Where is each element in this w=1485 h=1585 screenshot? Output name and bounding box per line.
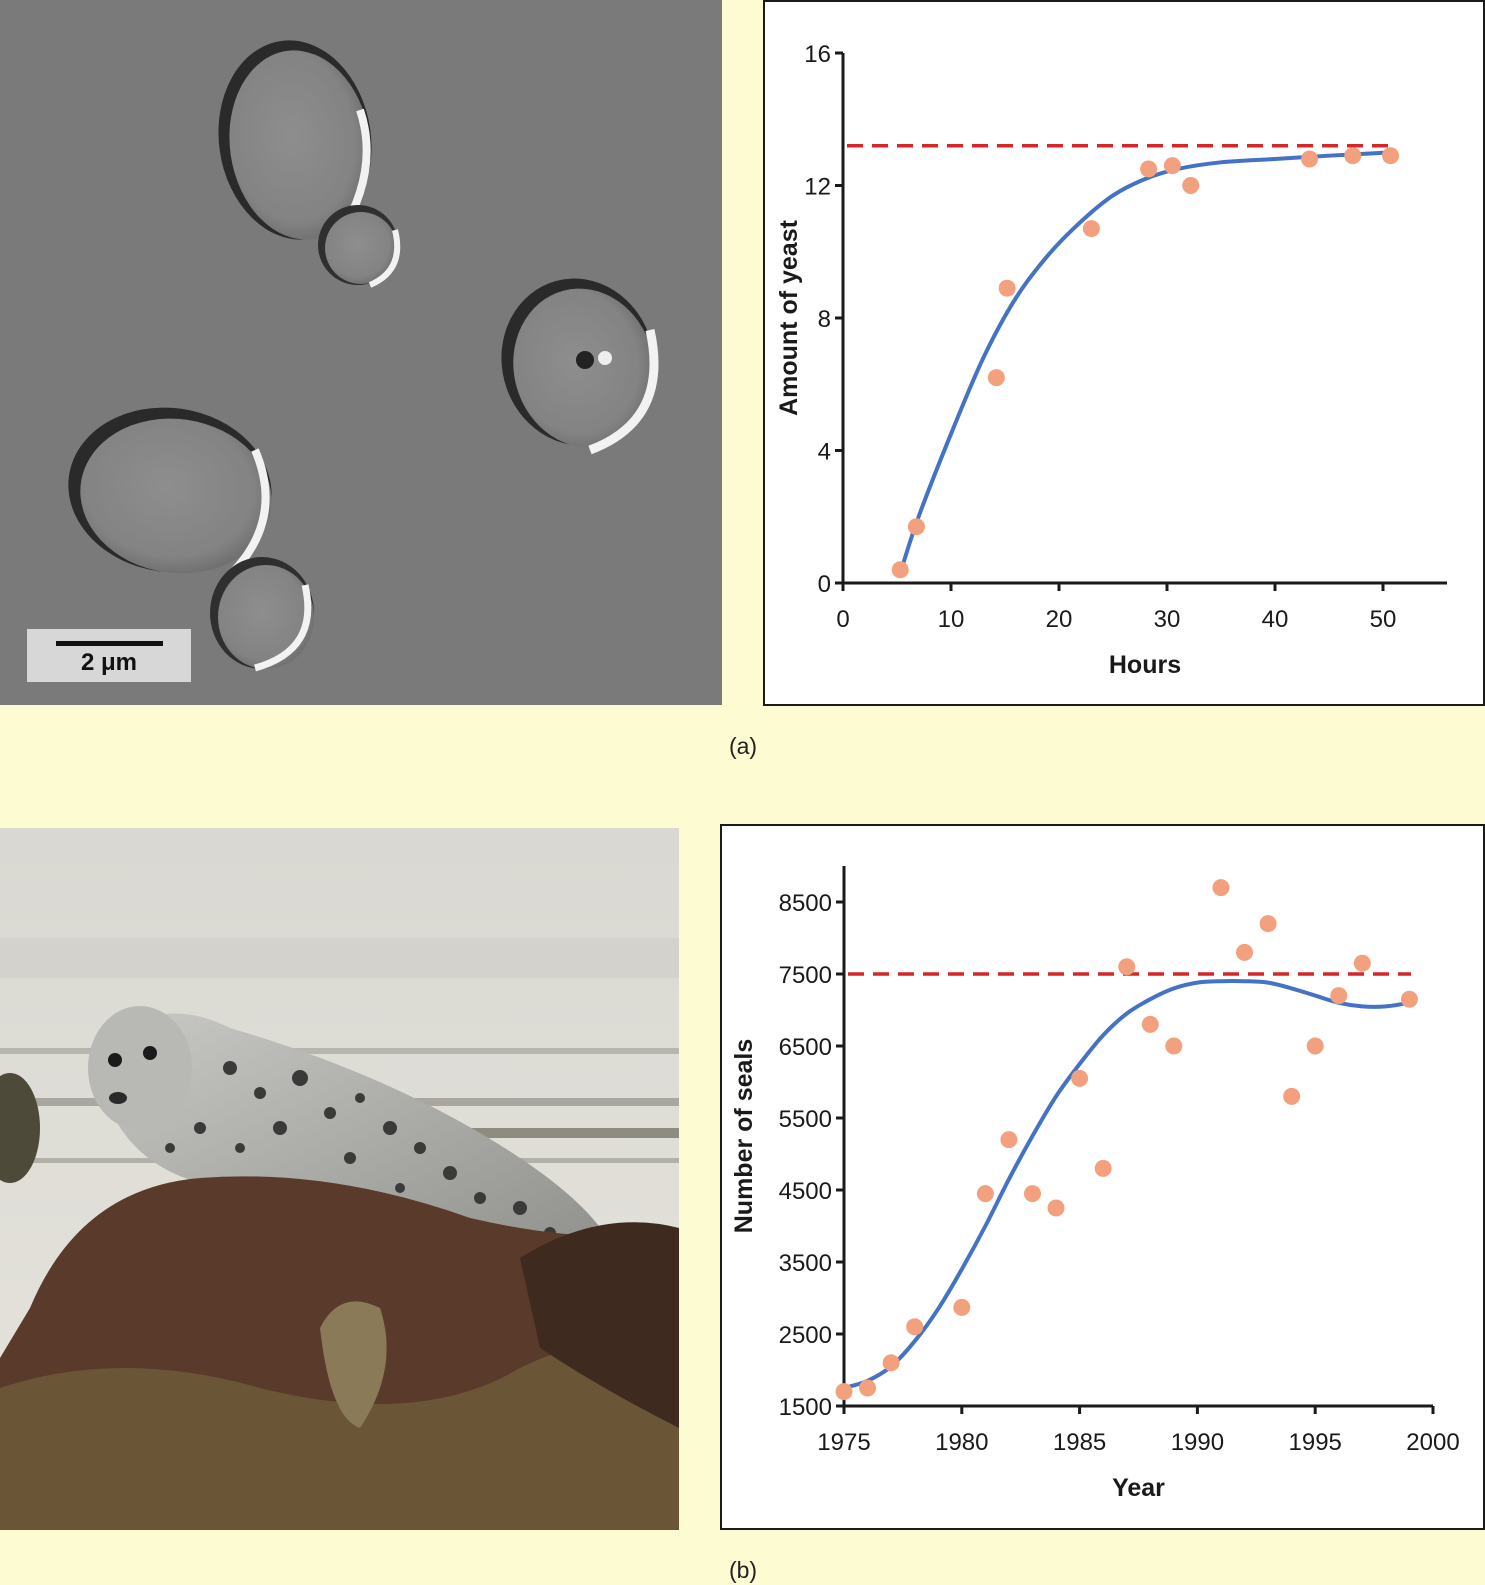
data-point (906, 1318, 924, 1336)
x-tick-label: 0 (836, 606, 849, 633)
data-point (1301, 150, 1319, 168)
yeast-growth-chart: 0 10 20 30 40 50 0 4 8 12 16 Hours Amount of yeast (763, 0, 1485, 706)
y-tick-label: 5500 (779, 1106, 832, 1133)
data-point (1163, 157, 1181, 175)
data-point (1165, 1037, 1183, 1055)
y-tick-label: 8 (818, 306, 831, 333)
seal-chart-svg: 1975 1980 1985 1990 1995 2000 1500 2500 3500 4500… (730, 866, 1460, 1502)
y-axis-label: Amount of yeast (775, 219, 803, 416)
data-point (998, 279, 1016, 297)
growth-curve (898, 150, 1391, 574)
x-tick-label: 1980 (935, 1429, 988, 1456)
data-point (1283, 1087, 1301, 1105)
data-point (1382, 147, 1400, 165)
data-point (859, 1379, 877, 1397)
data-point (1212, 879, 1230, 897)
data-point (1353, 954, 1371, 972)
harbor-seal-photo (0, 828, 679, 1530)
data-point (1141, 1015, 1159, 1033)
x-tick-label: 10 (938, 606, 965, 633)
data-point (835, 1383, 853, 1401)
data-point (1047, 1199, 1065, 1217)
x-axis-label: Hours (1109, 651, 1181, 679)
seal-population-chart: 1975 1980 1985 1990 1995 2000 1500 2500 3500 4500… (720, 824, 1485, 1530)
data-point (1140, 160, 1158, 178)
data-point (1000, 1131, 1018, 1149)
x-tick-label: 20 (1046, 606, 1073, 633)
y-axis-label: Number of seals (730, 1039, 758, 1234)
data-point (1330, 987, 1348, 1005)
data-point (953, 1298, 971, 1316)
data-point (1071, 1069, 1089, 1087)
y-tick-label: 7500 (779, 962, 832, 989)
y-tick-label: 4500 (779, 1178, 832, 1205)
data-point (1400, 990, 1418, 1008)
yeast-chart-svg: 0 10 20 30 40 50 0 4 8 12 16 Hours Amount of yeast (775, 41, 1447, 679)
data-point (976, 1185, 994, 1203)
scale-bar-line (56, 641, 163, 646)
data-point (907, 518, 925, 536)
data-point (1118, 958, 1136, 976)
data-point (1082, 220, 1100, 238)
y-tick-label: 2500 (779, 1322, 832, 1349)
data-point (1306, 1037, 1324, 1055)
y-tick-label: 3500 (779, 1250, 832, 1277)
data-point (1344, 147, 1362, 165)
y-tick-label: 4 (818, 439, 831, 466)
y-tick-label: 6500 (779, 1034, 832, 1061)
y-tick-label: 12 (804, 174, 831, 201)
x-tick-label: 1990 (1171, 1429, 1224, 1456)
data-point (1094, 1159, 1112, 1177)
data-point (882, 1354, 900, 1372)
panel-b-caption: (b) (728, 1557, 758, 1583)
y-tick-label: 1500 (779, 1394, 832, 1421)
y-tick-label: 0 (818, 571, 831, 598)
y-tick-label: 16 (804, 41, 831, 68)
panel-a-caption: (a) (728, 733, 758, 759)
x-tick-label: 30 (1154, 606, 1181, 633)
x-tick-label: 2000 (1406, 1429, 1459, 1456)
yeast-micrograph: 2 μm (0, 0, 722, 705)
growth-curve (843, 979, 1410, 1390)
data-point (1023, 1185, 1041, 1203)
x-tick-label: 1975 (817, 1429, 870, 1456)
x-tick-label: 1995 (1289, 1429, 1342, 1456)
data-point (1259, 915, 1277, 933)
data-point (1182, 177, 1200, 194)
data-point (987, 369, 1005, 387)
scale-bar-label: 2 μm (80, 649, 138, 676)
y-tick-label: 8500 (779, 890, 832, 917)
x-axis-label: Year (1112, 1474, 1165, 1502)
x-tick-label: 1985 (1053, 1429, 1106, 1456)
data-point (891, 561, 909, 579)
data-point (1236, 943, 1254, 961)
scale-bar: 2 μm (27, 629, 191, 682)
x-tick-label: 50 (1370, 606, 1397, 633)
x-tick-label: 40 (1262, 606, 1289, 633)
